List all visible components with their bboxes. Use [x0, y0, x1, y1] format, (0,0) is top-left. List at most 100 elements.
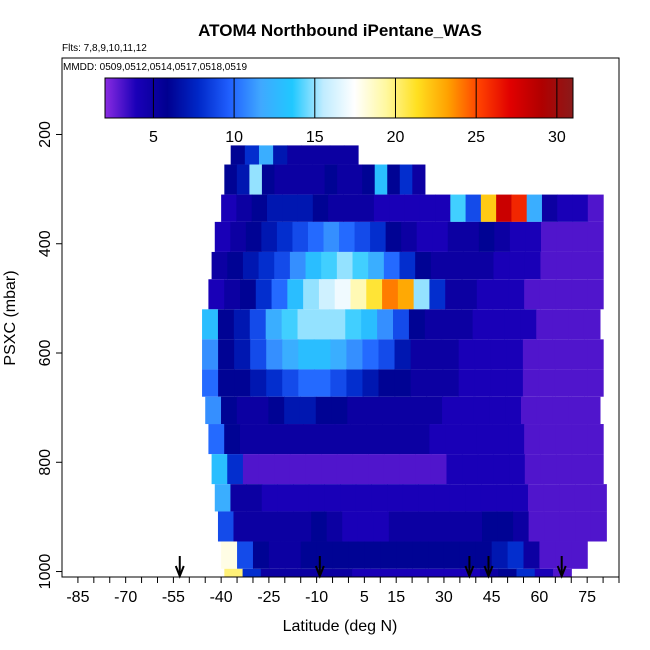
heatmap-cell	[224, 424, 241, 455]
heatmap-band	[230, 145, 359, 165]
heatmap-cell	[250, 369, 267, 397]
heatmap-cell	[350, 279, 367, 310]
heatmap-cell	[297, 309, 315, 340]
heatmap-cell	[556, 454, 573, 485]
heatmap-cell	[230, 221, 247, 252]
heatmap-cell	[354, 221, 371, 252]
heatmap-cell	[571, 251, 589, 280]
heatmap-band	[208, 424, 604, 455]
heatmap-cell	[450, 511, 468, 542]
heatmap-band	[214, 221, 604, 252]
heatmap-cell	[324, 484, 341, 512]
heatmap-cell	[308, 484, 325, 512]
heatmap-cell	[415, 454, 432, 485]
heatmap-cell	[274, 251, 291, 280]
heatmap-cell	[245, 221, 262, 252]
heatmap-cell	[368, 454, 385, 485]
heatmap-cell	[399, 164, 413, 195]
heatmap-cell	[492, 279, 509, 310]
flights-note: Flts: 7,8,9,10,11,12	[62, 43, 147, 54]
heatmap-cell	[385, 221, 402, 252]
x-tick-label: -85	[66, 589, 89, 606]
heatmap-band	[221, 194, 604, 222]
heatmap-cell	[318, 424, 336, 455]
heatmap-cell	[202, 369, 219, 397]
heatmap-cell	[435, 511, 452, 542]
heatmap-cell	[458, 369, 476, 397]
heatmap-cell	[419, 194, 436, 222]
plot-frame	[61, 57, 620, 578]
heatmap-cell	[286, 164, 301, 195]
heatmap-cell	[343, 145, 359, 165]
colorbar-tick-label: 20	[387, 129, 405, 146]
heatmap-band	[202, 339, 604, 370]
heatmap-cell	[343, 194, 360, 222]
heatmap-cell	[522, 339, 540, 370]
heatmap-cell	[406, 568, 426, 577]
heatmap-cell	[416, 221, 433, 252]
heatmap-cell	[208, 279, 225, 310]
heatmap-cell	[217, 309, 235, 340]
heatmap-cell	[221, 541, 238, 569]
heatmap-cell	[402, 484, 419, 512]
heatmap-cell	[217, 511, 235, 542]
heatmap-cell	[336, 251, 354, 280]
heatmap-cell	[214, 484, 232, 512]
heatmap-cell	[301, 145, 317, 165]
heatmap-cell	[305, 251, 322, 280]
heatmap-cell	[208, 424, 225, 455]
heatmap-cell	[347, 396, 364, 425]
heatmap-cell	[334, 279, 352, 310]
heatmap-cell	[202, 339, 219, 370]
heatmap-cell	[476, 279, 494, 310]
heatmap-cell	[224, 164, 238, 195]
heatmap-cell	[315, 568, 335, 577]
heatmap-cell	[218, 339, 235, 370]
heatmap-cell	[559, 511, 576, 542]
heatmap-cell	[522, 369, 540, 397]
heatmap-cell	[429, 424, 446, 455]
heatmap-cell	[230, 145, 246, 165]
heatmap-cell	[366, 279, 383, 310]
heatmap-cell	[426, 339, 444, 370]
heatmap-cell	[404, 511, 421, 542]
heatmap-cell	[252, 396, 269, 425]
heatmap-cell	[524, 424, 541, 455]
heatmap-cell	[362, 164, 376, 195]
heatmap-cell	[300, 541, 318, 569]
heatmap-cell	[268, 396, 285, 425]
heatmap-cell	[461, 424, 478, 455]
heatmap-cell	[505, 396, 522, 425]
heatmap-cell	[504, 309, 521, 340]
heatmap-cell	[258, 145, 274, 165]
heatmap-cell	[492, 424, 509, 455]
heatmap-cell	[289, 251, 307, 280]
heatmap-cell	[571, 541, 588, 569]
heatmap-cell	[373, 194, 390, 222]
heatmap-cell	[465, 484, 482, 512]
heatmap-cell	[382, 279, 399, 310]
heatmap-cell	[237, 541, 254, 569]
heatmap-cell	[273, 145, 288, 165]
heatmap-cell	[587, 424, 604, 455]
heatmap-band	[217, 511, 607, 542]
heatmap-cell	[480, 484, 498, 512]
heatmap-cell	[374, 164, 388, 195]
heatmap-cell	[538, 369, 556, 397]
heatmap-cell	[512, 484, 529, 512]
heatmap-band	[224, 568, 572, 577]
colorbar-gradient	[104, 77, 574, 119]
heatmap-cell	[412, 541, 429, 569]
y-axis-label: PSXC (mbar)	[2, 270, 19, 365]
colorbar-tick-label: 25	[467, 129, 485, 146]
heatmap-cell	[552, 309, 569, 340]
heatmap-cell	[282, 369, 299, 397]
heatmap-cell	[276, 221, 294, 252]
heatmap-cell	[474, 339, 492, 370]
heatmap-cell	[336, 454, 354, 485]
heatmap-cell	[244, 145, 260, 165]
heatmap-cell	[289, 454, 307, 485]
heatmap-cell	[413, 424, 431, 455]
heatmap-cell	[475, 541, 493, 569]
